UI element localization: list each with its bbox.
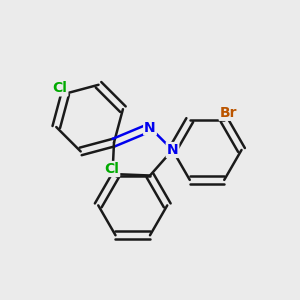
Text: N: N [167, 143, 178, 157]
Text: Cl: Cl [104, 162, 119, 176]
Text: Br: Br [220, 106, 237, 120]
Text: N: N [144, 121, 156, 134]
Text: Cl: Cl [52, 81, 67, 95]
